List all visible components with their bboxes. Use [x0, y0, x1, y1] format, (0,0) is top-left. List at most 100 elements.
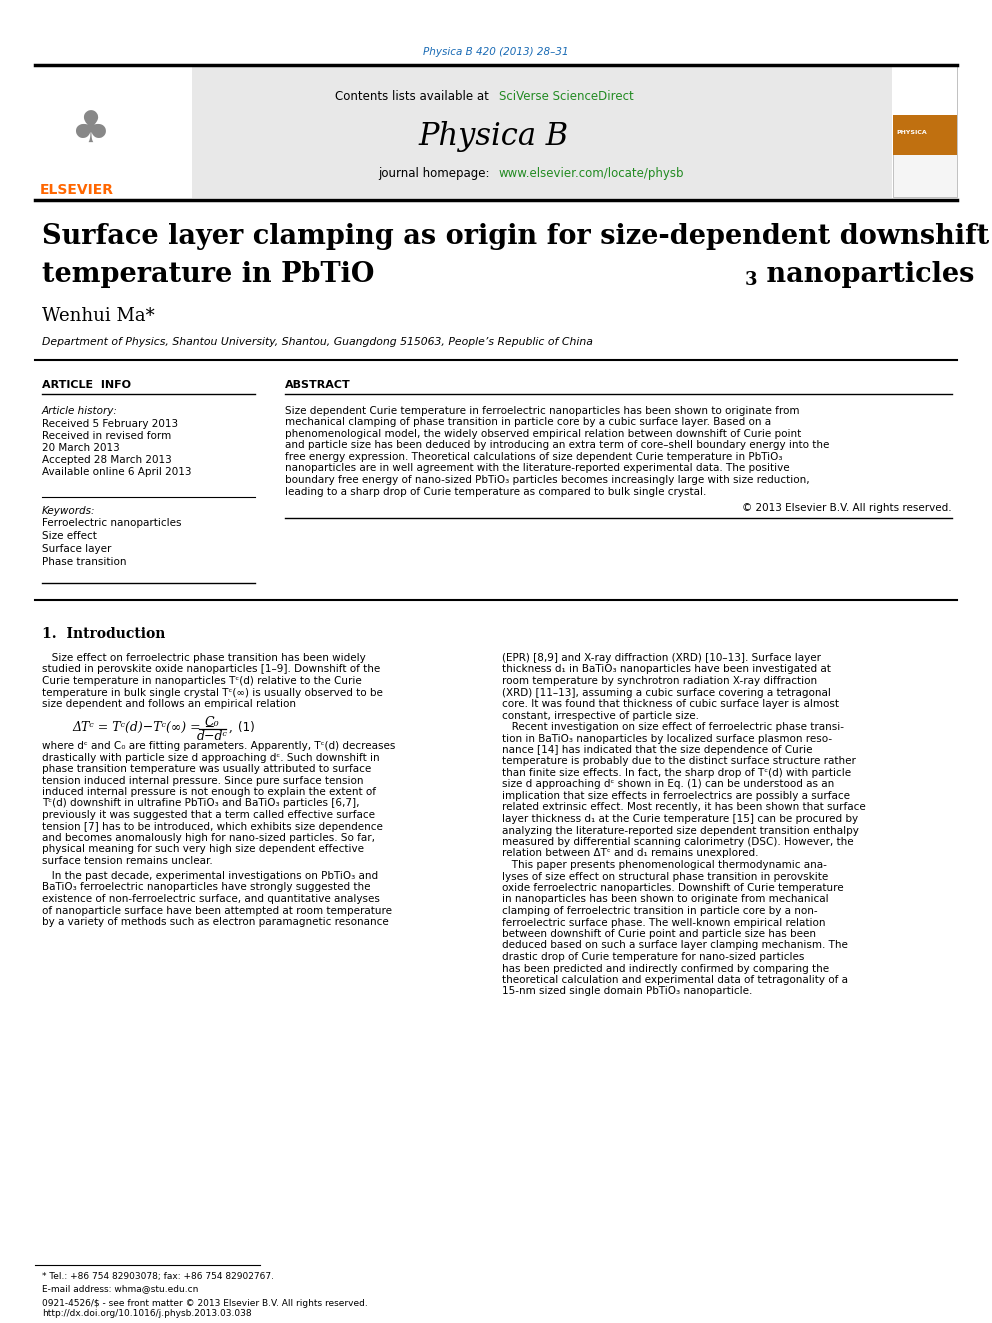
- Text: deduced based on such a surface layer clamping mechanism. The: deduced based on such a surface layer cl…: [502, 941, 848, 950]
- Text: Wenhui Ma*: Wenhui Ma*: [42, 307, 155, 325]
- Text: phase transition temperature was usually attributed to surface: phase transition temperature was usually…: [42, 763, 371, 774]
- Text: nanoparticles are in well agreement with the literature-reported experimental da: nanoparticles are in well agreement with…: [285, 463, 790, 474]
- Text: 0921-4526/$ - see front matter © 2013 Elsevier B.V. All rights reserved.: 0921-4526/$ - see front matter © 2013 El…: [42, 1298, 368, 1307]
- Text: clamping of ferroelectric transition in particle core by a non-: clamping of ferroelectric transition in …: [502, 906, 817, 916]
- Text: Size effect: Size effect: [42, 531, 97, 541]
- Bar: [893, 66, 957, 197]
- Text: ΔTᶜ = Tᶜ(d)−Tᶜ(∞) = −: ΔTᶜ = Tᶜ(d)−Tᶜ(∞) = −: [72, 721, 215, 733]
- Text: Tᶜ(d) downshift in ultrafine PbTiO₃ and BaTiO₃ particles [6,7],: Tᶜ(d) downshift in ultrafine PbTiO₃ and …: [42, 799, 359, 808]
- Text: in nanoparticles has been shown to originate from mechanical: in nanoparticles has been shown to origi…: [502, 894, 828, 905]
- Text: (EPR) [8,9] and X-ray diffraction (XRD) [10–13]. Surface layer: (EPR) [8,9] and X-ray diffraction (XRD) …: [502, 654, 821, 663]
- Text: Ferroelectric nanoparticles: Ferroelectric nanoparticles: [42, 519, 182, 528]
- Text: and particle size has been deduced by introducing an extra term of core–shell bo: and particle size has been deduced by in…: [285, 441, 829, 451]
- Text: PHYSICA: PHYSICA: [896, 131, 927, 135]
- Text: * Tel.: +86 754 82903078; fax: +86 754 82902767.: * Tel.: +86 754 82903078; fax: +86 754 8…: [42, 1273, 274, 1282]
- Text: nance [14] has indicated that the size dependence of Curie: nance [14] has indicated that the size d…: [502, 745, 812, 755]
- Text: ,: ,: [229, 721, 233, 733]
- Text: In the past decade, experimental investigations on PbTiO₃ and: In the past decade, experimental investi…: [42, 871, 378, 881]
- Bar: [35, 65, 192, 198]
- Text: analyzing the literature-reported size dependent transition enthalpy: analyzing the literature-reported size d…: [502, 826, 859, 836]
- Text: Available online 6 April 2013: Available online 6 April 2013: [42, 467, 191, 478]
- Text: drastic drop of Curie temperature for nano-sized particles: drastic drop of Curie temperature for na…: [502, 953, 805, 962]
- Text: This paper presents phenomenological thermodynamic ana-: This paper presents phenomenological the…: [502, 860, 827, 871]
- Text: www.elsevier.com/locate/physb: www.elsevier.com/locate/physb: [499, 168, 684, 180]
- Text: oxide ferroelectric nanoparticles. Downshift of Curie temperature: oxide ferroelectric nanoparticles. Downs…: [502, 882, 843, 893]
- Text: Surface layer clamping as origin for size-dependent downshift of Curie: Surface layer clamping as origin for siz…: [42, 224, 992, 250]
- Text: ABSTRACT: ABSTRACT: [285, 380, 351, 390]
- Text: Surface layer: Surface layer: [42, 544, 111, 554]
- Text: © 2013 Elsevier B.V. All rights reserved.: © 2013 Elsevier B.V. All rights reserved…: [742, 503, 952, 513]
- Text: (XRD) [11–13], assuming a cubic surface covering a tetragonal: (XRD) [11–13], assuming a cubic surface …: [502, 688, 831, 697]
- Text: thickness d₁ in BaTiO₃ nanoparticles have been investigated at: thickness d₁ in BaTiO₃ nanoparticles hav…: [502, 664, 831, 675]
- Text: tion in BaTiO₃ nanoparticles by localized surface plasmon reso-: tion in BaTiO₃ nanoparticles by localize…: [502, 733, 832, 744]
- Text: where dᶜ and C₀ are fitting parameters. Apparently, Tᶜ(d) decreases: where dᶜ and C₀ are fitting parameters. …: [42, 741, 396, 751]
- Text: Physica B 420 (2013) 28–31: Physica B 420 (2013) 28–31: [424, 48, 568, 57]
- Text: mechanical clamping of phase transition in particle core by a cubic surface laye: mechanical clamping of phase transition …: [285, 418, 771, 427]
- Text: relation between ΔTᶜ and d₁ remains unexplored.: relation between ΔTᶜ and d₁ remains unex…: [502, 848, 759, 859]
- Text: between downshift of Curie point and particle size has been: between downshift of Curie point and par…: [502, 929, 816, 939]
- Text: by a variety of methods such as electron paramagnetic resonance: by a variety of methods such as electron…: [42, 917, 389, 927]
- Text: than finite size effects. In fact, the sharp drop of Tᶜ(d) with particle: than finite size effects. In fact, the s…: [502, 767, 851, 778]
- Text: ARTICLE  INFO: ARTICLE INFO: [42, 380, 131, 390]
- Text: 3: 3: [745, 271, 758, 288]
- Text: theoretical calculation and experimental data of tetragonality of a: theoretical calculation and experimental…: [502, 975, 848, 986]
- Text: Keywords:: Keywords:: [42, 505, 95, 516]
- Text: temperature in PbTiO: temperature in PbTiO: [42, 262, 374, 288]
- Text: Size dependent Curie temperature in ferroelectric nanoparticles has been shown t: Size dependent Curie temperature in ferr…: [285, 406, 800, 415]
- Text: 20 March 2013: 20 March 2013: [42, 443, 120, 452]
- Text: free energy expression. Theoretical calculations of size dependent Curie tempera: free energy expression. Theoretical calc…: [285, 452, 783, 462]
- Text: tension induced internal pressure. Since pure surface tension: tension induced internal pressure. Since…: [42, 775, 363, 786]
- Text: ♣: ♣: [70, 108, 110, 152]
- Text: and becomes anomalously high for nano-sized particles. So far,: and becomes anomalously high for nano-si…: [42, 833, 375, 843]
- Text: Received 5 February 2013: Received 5 February 2013: [42, 419, 179, 429]
- Text: d−dᶜ: d−dᶜ: [196, 729, 227, 742]
- Text: SciVerse ScienceDirect: SciVerse ScienceDirect: [499, 90, 634, 102]
- Text: drastically with particle size d approaching dᶜ. Such downshift in: drastically with particle size d approac…: [42, 753, 380, 762]
- Text: Phase transition: Phase transition: [42, 557, 127, 568]
- Text: room temperature by synchrotron radiation X-ray diffraction: room temperature by synchrotron radiatio…: [502, 676, 817, 687]
- Text: 15-nm sized single domain PbTiO₃ nanoparticle.: 15-nm sized single domain PbTiO₃ nanopar…: [502, 987, 752, 996]
- Text: surface tension remains unclear.: surface tension remains unclear.: [42, 856, 212, 867]
- Text: ELSEVIER: ELSEVIER: [40, 183, 114, 197]
- Text: physical meaning for such very high size dependent effective: physical meaning for such very high size…: [42, 844, 364, 855]
- Text: boundary free energy of nano-sized PbTiO₃ particles becomes increasingly large w: boundary free energy of nano-sized PbTiO…: [285, 475, 809, 486]
- Text: leading to a sharp drop of Curie temperature as compared to bulk single crystal.: leading to a sharp drop of Curie tempera…: [285, 487, 706, 496]
- Bar: [35, 65, 892, 198]
- Text: implication that size effects in ferroelectrics are possibly a surface: implication that size effects in ferroel…: [502, 791, 850, 800]
- Text: Recent investigation on size effect of ferroelectric phase transi-: Recent investigation on size effect of f…: [502, 722, 844, 732]
- Text: Curie temperature in nanoparticles Tᶜ(d) relative to the Curie: Curie temperature in nanoparticles Tᶜ(d)…: [42, 676, 362, 687]
- Text: C₀: C₀: [204, 716, 219, 729]
- Text: induced internal pressure is not enough to explain the extent of: induced internal pressure is not enough …: [42, 787, 376, 796]
- Bar: [38, 67, 143, 185]
- Bar: [893, 66, 957, 115]
- Text: temperature is probably due to the distinct surface structure rather: temperature is probably due to the disti…: [502, 757, 856, 766]
- Text: BaTiO₃ ferroelectric nanoparticles have strongly suggested the: BaTiO₃ ferroelectric nanoparticles have …: [42, 882, 370, 893]
- Text: previously it was suggested that a term called effective surface: previously it was suggested that a term …: [42, 810, 375, 820]
- Text: E-mail address: whma@stu.edu.cn: E-mail address: whma@stu.edu.cn: [42, 1285, 198, 1294]
- Text: core. It was found that thickness of cubic surface layer is almost: core. It was found that thickness of cub…: [502, 699, 839, 709]
- Text: (1): (1): [238, 721, 255, 733]
- Text: Physica B: Physica B: [419, 122, 569, 152]
- Text: http://dx.doi.org/10.1016/j.physb.2013.03.038: http://dx.doi.org/10.1016/j.physb.2013.0…: [42, 1310, 252, 1319]
- Text: Department of Physics, Shantou University, Shantou, Guangdong 515063, People’s R: Department of Physics, Shantou Universit…: [42, 337, 593, 347]
- Text: tension [7] has to be introduced, which exhibits size dependence: tension [7] has to be introduced, which …: [42, 822, 383, 831]
- Text: ferroelectric surface phase. The well-known empirical relation: ferroelectric surface phase. The well-kn…: [502, 917, 825, 927]
- Text: measured by differential scanning calorimetry (DSC). However, the: measured by differential scanning calori…: [502, 837, 854, 847]
- Text: existence of non-ferroelectric surface, and quantitative analyses: existence of non-ferroelectric surface, …: [42, 894, 380, 904]
- Text: of nanoparticle surface have been attempted at room temperature: of nanoparticle surface have been attemp…: [42, 905, 392, 916]
- Text: constant, irrespective of particle size.: constant, irrespective of particle size.: [502, 710, 699, 721]
- Text: Size effect on ferroelectric phase transition has been widely: Size effect on ferroelectric phase trans…: [42, 654, 366, 663]
- Text: journal homepage:: journal homepage:: [378, 168, 493, 180]
- Text: Accepted 28 March 2013: Accepted 28 March 2013: [42, 455, 172, 464]
- Text: Article history:: Article history:: [42, 406, 118, 415]
- Text: studied in perovskite oxide nanoparticles [1–9]. Downshift of the: studied in perovskite oxide nanoparticle…: [42, 664, 380, 675]
- Text: Contents lists available at: Contents lists available at: [335, 90, 493, 102]
- Text: Received in revised form: Received in revised form: [42, 431, 172, 441]
- Text: has been predicted and indirectly confirmed by comparing the: has been predicted and indirectly confir…: [502, 963, 829, 974]
- Text: related extrinsic effect. Most recently, it has been shown that surface: related extrinsic effect. Most recently,…: [502, 803, 866, 812]
- Text: temperature in bulk single crystal Tᶜ(∞) is usually observed to be: temperature in bulk single crystal Tᶜ(∞)…: [42, 688, 383, 697]
- Text: nanoparticles: nanoparticles: [757, 262, 974, 288]
- Bar: [893, 115, 957, 155]
- Text: size dependent and follows an empirical relation: size dependent and follows an empirical …: [42, 699, 296, 709]
- Text: phenomenological model, the widely observed empirical relation between downshift: phenomenological model, the widely obser…: [285, 429, 802, 439]
